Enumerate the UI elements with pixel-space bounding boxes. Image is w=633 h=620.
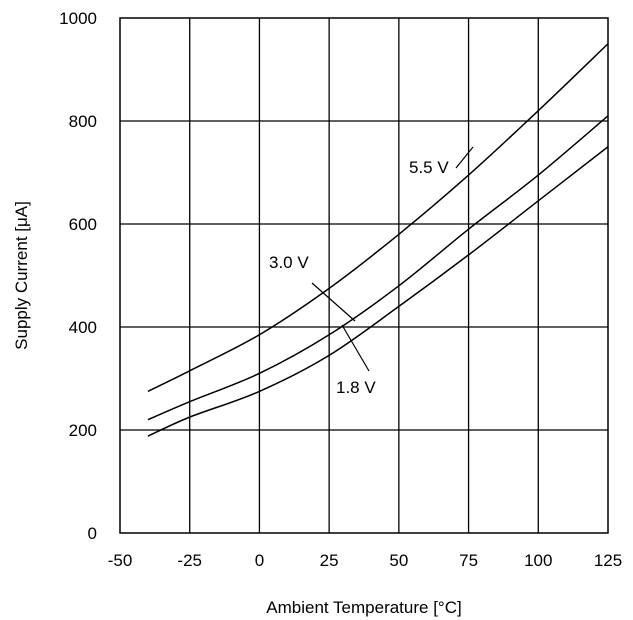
x-tick-label: 0 <box>255 551 264 570</box>
series-line <box>147 146 609 437</box>
y-tick-label: 200 <box>69 421 97 440</box>
series-line <box>147 43 609 393</box>
y-tick-labels: 0 200 400 600 800 1000 <box>59 9 97 543</box>
y-tick-label: 400 <box>69 318 97 337</box>
x-tick-label: -50 <box>108 551 133 570</box>
y-tick-label: 800 <box>69 112 97 131</box>
x-axis-label: Ambient Temperature [°C] <box>266 598 461 617</box>
y-axis-label: Supply Current [μA] <box>12 201 31 350</box>
y-tick-label: 1000 <box>59 9 97 28</box>
x-tick-label: 100 <box>524 551 552 570</box>
x-tick-label: 75 <box>459 551 478 570</box>
y-tick-label: 600 <box>69 215 97 234</box>
series-lines <box>147 43 609 437</box>
series-label: 1.8 V <box>336 378 376 397</box>
y-tick-label: 0 <box>88 524 97 543</box>
grid <box>120 18 608 533</box>
x-tick-label: 25 <box>320 551 339 570</box>
series-callout-leader <box>311 282 356 322</box>
x-tick-label: 50 <box>389 551 408 570</box>
series-callout-leader <box>341 324 370 372</box>
x-tick-label: -25 <box>177 551 202 570</box>
series-callout-leader <box>455 146 474 169</box>
series-label: 5.5 V <box>409 158 449 177</box>
series-line <box>147 115 609 421</box>
plot-frame <box>119 17 609 534</box>
x-tick-labels: -50 -25 0 25 50 75 100 125 <box>108 551 622 570</box>
x-tick-label: 125 <box>594 551 622 570</box>
series-label: 3.0 V <box>269 253 309 272</box>
series-callouts: 5.5 V 3.0 V 1.8 V <box>269 146 474 397</box>
